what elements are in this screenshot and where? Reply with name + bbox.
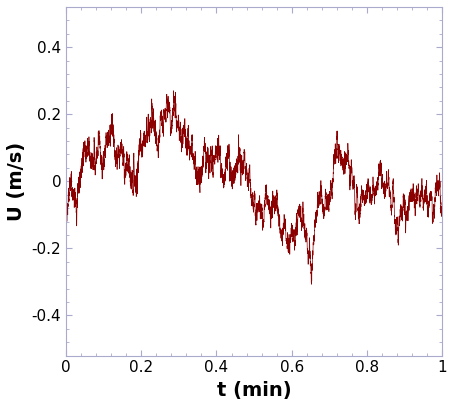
Y-axis label: U (m/s): U (m/s) — [7, 142, 26, 221]
X-axis label: t (min): t (min) — [217, 381, 291, 400]
